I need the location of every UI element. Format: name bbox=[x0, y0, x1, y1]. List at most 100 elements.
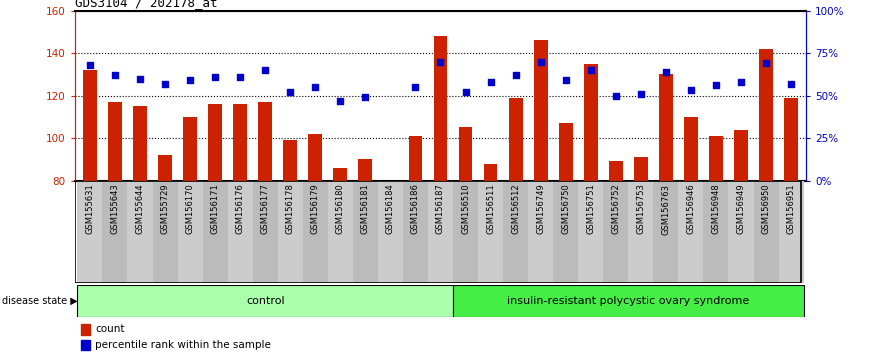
Text: GSM156181: GSM156181 bbox=[361, 184, 370, 234]
Bar bbox=[253, 181, 278, 283]
Bar bbox=[308, 134, 322, 181]
Text: GSM156179: GSM156179 bbox=[311, 184, 320, 234]
Bar bbox=[409, 136, 422, 181]
Bar bbox=[753, 181, 779, 283]
Bar bbox=[203, 181, 227, 283]
Text: GSM156763: GSM156763 bbox=[662, 184, 670, 235]
Bar bbox=[328, 181, 353, 283]
Bar bbox=[333, 168, 347, 181]
Point bbox=[107, 72, 122, 78]
Text: GSM156187: GSM156187 bbox=[436, 184, 445, 234]
Text: GSM156750: GSM156750 bbox=[561, 184, 570, 234]
Point bbox=[633, 91, 648, 97]
Bar bbox=[609, 161, 623, 181]
Text: percentile rank within the sample: percentile rank within the sample bbox=[95, 340, 271, 350]
Point bbox=[83, 62, 97, 68]
Bar bbox=[659, 74, 673, 181]
Point bbox=[759, 61, 774, 66]
Text: GSM155729: GSM155729 bbox=[160, 184, 169, 234]
Point bbox=[258, 67, 272, 73]
Point bbox=[709, 82, 723, 88]
Bar bbox=[628, 181, 654, 283]
Point bbox=[409, 84, 423, 90]
Bar bbox=[83, 70, 97, 181]
Bar bbox=[478, 181, 503, 283]
Bar bbox=[759, 49, 773, 181]
Point bbox=[734, 79, 748, 85]
Bar bbox=[303, 181, 328, 283]
Point bbox=[283, 89, 297, 95]
Text: GSM156948: GSM156948 bbox=[712, 184, 721, 234]
Bar bbox=[208, 104, 222, 181]
Text: GSM156171: GSM156171 bbox=[211, 184, 219, 234]
Point bbox=[659, 69, 673, 75]
Bar bbox=[584, 64, 597, 181]
Bar bbox=[178, 181, 203, 283]
Text: GSM156184: GSM156184 bbox=[386, 184, 395, 234]
Bar bbox=[128, 181, 152, 283]
Bar bbox=[359, 159, 373, 181]
Bar bbox=[233, 104, 247, 181]
Text: GSM156946: GSM156946 bbox=[686, 184, 695, 234]
Bar bbox=[378, 181, 403, 283]
Bar bbox=[159, 155, 172, 181]
Text: GSM156512: GSM156512 bbox=[511, 184, 520, 234]
Text: GSM156749: GSM156749 bbox=[537, 184, 545, 234]
Bar bbox=[534, 40, 548, 181]
Bar bbox=[684, 117, 698, 181]
Text: GSM156751: GSM156751 bbox=[586, 184, 596, 234]
Point bbox=[784, 81, 798, 86]
Text: insulin-resistant polycystic ovary syndrome: insulin-resistant polycystic ovary syndr… bbox=[507, 296, 750, 306]
Text: GDS3104 / 202178_at: GDS3104 / 202178_at bbox=[75, 0, 218, 10]
Point bbox=[458, 89, 472, 95]
Bar bbox=[403, 181, 428, 283]
Bar bbox=[528, 181, 553, 283]
Text: GSM156949: GSM156949 bbox=[737, 184, 745, 234]
Bar bbox=[678, 181, 703, 283]
Text: GSM155644: GSM155644 bbox=[136, 184, 144, 234]
Text: GSM156186: GSM156186 bbox=[411, 184, 420, 234]
Bar bbox=[353, 181, 378, 283]
Point bbox=[584, 67, 598, 73]
Point bbox=[158, 81, 172, 86]
Bar bbox=[508, 98, 522, 181]
Text: GSM155643: GSM155643 bbox=[110, 184, 120, 234]
Point bbox=[308, 84, 322, 90]
Bar bbox=[453, 181, 478, 283]
Bar bbox=[484, 164, 498, 181]
Point bbox=[508, 72, 522, 78]
Bar bbox=[152, 181, 178, 283]
Bar bbox=[729, 181, 753, 283]
Bar bbox=[81, 340, 90, 350]
Bar bbox=[553, 181, 578, 283]
Text: GSM156170: GSM156170 bbox=[186, 184, 195, 234]
Bar bbox=[102, 181, 128, 283]
Bar bbox=[603, 181, 628, 283]
Text: GSM156178: GSM156178 bbox=[285, 184, 295, 234]
Text: count: count bbox=[95, 324, 125, 334]
Point bbox=[233, 74, 248, 80]
Bar bbox=[784, 98, 798, 181]
Point bbox=[183, 78, 197, 83]
Bar bbox=[734, 130, 748, 181]
Bar bbox=[227, 181, 253, 283]
Bar bbox=[654, 181, 678, 283]
Bar bbox=[433, 36, 448, 181]
Text: GSM156177: GSM156177 bbox=[261, 184, 270, 234]
Point bbox=[208, 74, 222, 80]
Bar bbox=[703, 181, 729, 283]
Text: GSM156753: GSM156753 bbox=[636, 184, 646, 234]
Point bbox=[484, 79, 498, 85]
Text: disease state ▶: disease state ▶ bbox=[2, 296, 78, 306]
Text: GSM156176: GSM156176 bbox=[235, 184, 245, 234]
Point bbox=[534, 59, 548, 64]
Text: GSM156511: GSM156511 bbox=[486, 184, 495, 234]
Bar bbox=[278, 181, 303, 283]
Bar bbox=[779, 181, 803, 283]
Point bbox=[133, 76, 147, 81]
Bar bbox=[634, 157, 648, 181]
Point bbox=[559, 78, 573, 83]
Bar bbox=[133, 106, 147, 181]
Bar bbox=[428, 181, 453, 283]
FancyBboxPatch shape bbox=[78, 285, 453, 317]
